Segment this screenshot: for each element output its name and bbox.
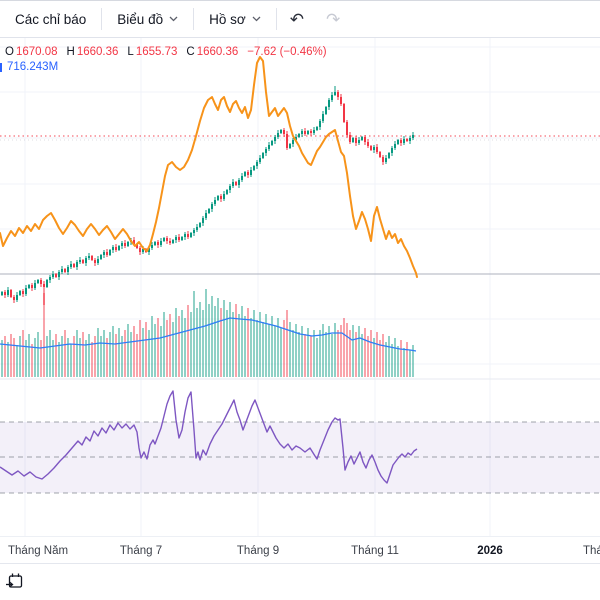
indicators-button-label: Các chỉ báo [15, 11, 87, 27]
profile-menu-label: Hồ sơ [209, 11, 246, 27]
volume-value: 716.243M [7, 61, 59, 73]
chart-menu-label: Biểu đồ [117, 11, 164, 27]
chart-pane-area [0, 38, 600, 565]
close-value: C 1660.36 [186, 46, 239, 58]
indicators-button[interactable]: Các chỉ báo [2, 5, 99, 33]
low-value: L 1655.73 [127, 46, 178, 58]
undo-icon[interactable]: ↶ [279, 11, 315, 28]
go-to-date-button[interactable] [4, 571, 26, 593]
chart-legend: O 1670.08 H 1660.36 L 1655.73 C 1660.36 … [0, 45, 327, 74]
chart-toolbar: Các chỉ báo Biểu đồ Hồ sơ ↶ ↷ [0, 1, 600, 38]
calendar-arrow-icon [6, 573, 23, 588]
toolbar-separator [275, 8, 277, 30]
chevron-down-icon [252, 16, 261, 22]
time-axis-label: Tháng 9 [236, 545, 280, 557]
toolbar-separator [193, 8, 195, 30]
chart-footer [0, 565, 600, 600]
volume-legend-row: 716.243M [0, 60, 327, 74]
time-axis-label: Tháng 11 [351, 545, 399, 557]
time-axis[interactable]: Tháng Năm Tháng 7 Tháng 9 Tháng 11 2026 Thá [0, 536, 600, 564]
time-axis-label: Thá [583, 545, 600, 557]
time-axis-label: Tháng 7 [119, 545, 163, 557]
toolbar-separator [101, 8, 103, 30]
chevron-down-icon [169, 16, 178, 22]
change-value: −7.62 (−0.46%) [247, 46, 327, 58]
ohlc-row: O 1670.08 H 1660.36 L 1655.73 C 1660.36 … [5, 45, 327, 59]
high-value: H 1660.36 [66, 46, 119, 58]
chart-menu-button[interactable]: Biểu đồ [104, 5, 191, 33]
time-axis-label: 2026 [477, 545, 503, 557]
redo-icon[interactable]: ↷ [315, 11, 351, 28]
volume-legend-marker [0, 62, 2, 72]
open-value: O 1670.08 [5, 46, 58, 58]
top-border [0, 0, 600, 1]
profile-menu-button[interactable]: Hồ sơ [196, 5, 274, 33]
time-axis-label: Tháng Năm [8, 545, 69, 557]
chart-canvas[interactable] [0, 38, 600, 565]
